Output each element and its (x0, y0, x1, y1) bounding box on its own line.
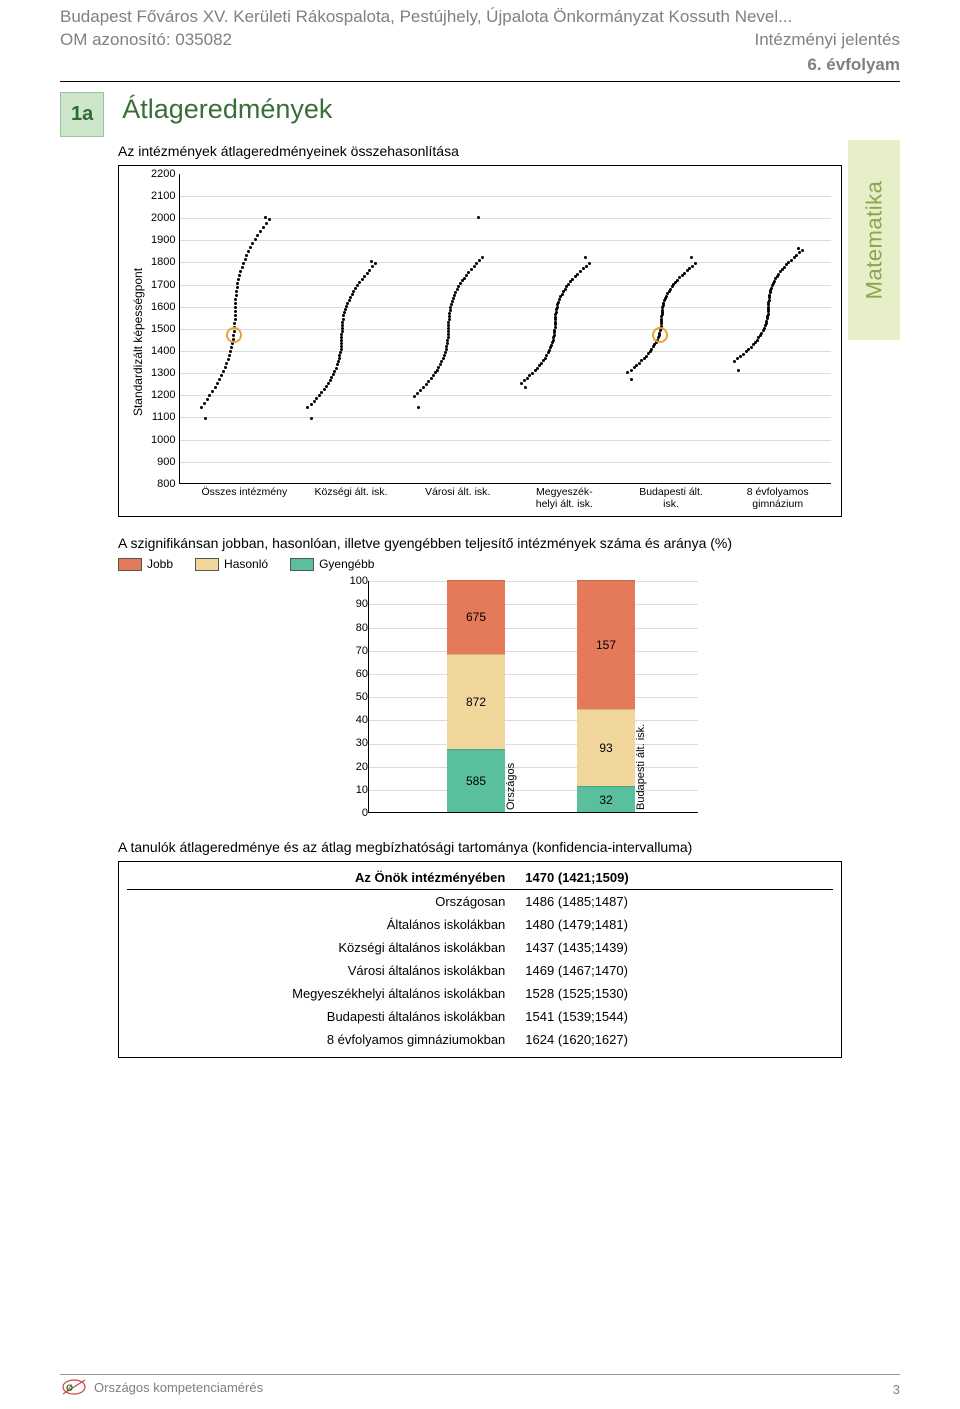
table-row: Városi általános iskolákban1469 (1467;14… (127, 959, 833, 982)
legend-item: Jobb (118, 557, 173, 571)
section-title: Átlageredmények (122, 94, 332, 125)
scatter-frame: Standardizált képességpont 8009001000110… (118, 165, 842, 517)
stacked-frame: 0102030405060708090100 585872675Országos… (118, 581, 900, 813)
scatter-ylabel: Standardizált képességpont (129, 174, 147, 510)
legend-item: Hasonló (195, 557, 268, 571)
bar-segment: 32 (577, 786, 635, 812)
scatter-xaxis-label: Összes intézmény (191, 486, 298, 510)
scatter-xaxis: Összes intézményKözségi ált. isk.Városi … (191, 486, 831, 510)
table-row: Általános iskolákban1480 (1479;1481) (127, 913, 833, 936)
stacked-xaxis-label: Országos (505, 763, 517, 810)
stacked-bar: 3293157 (577, 580, 635, 812)
table-frame: Az Önök intézményében1470 (1421;1509)Ors… (118, 861, 842, 1058)
header-grade: 6. évfolyam (60, 54, 900, 77)
results-table: Az Önök intézményében1470 (1421;1509)Ors… (127, 868, 833, 1051)
footer-left-text: Országos kompetenciamérés (94, 1380, 263, 1395)
page-header: Budapest Főváros XV. Kerületi Rákospalot… (60, 6, 900, 77)
scatter-xaxis-label: 8 évfolyamosgimnázium (724, 486, 831, 510)
header-report: Intézményi jelentés (754, 29, 900, 52)
table-header-row: Az Önök intézményében1470 (1421;1509) (127, 868, 833, 890)
table-row: Budapesti általános iskolákban1541 (1539… (127, 1005, 833, 1028)
bar-segment: 157 (577, 580, 635, 709)
stacked-subtitle: A szignifikánsan jobban, hasonlóan, ille… (118, 535, 900, 551)
footer-logo-icon: Ø (60, 1377, 88, 1397)
table-subtitle: A tanulók átlageredménye és az átlag meg… (118, 839, 900, 855)
header-line1: Budapest Főváros XV. Kerületi Rákospalot… (60, 6, 900, 29)
table-row: Községi általános iskolákban1437 (1435;1… (127, 936, 833, 959)
footer-page-number: 3 (893, 1382, 900, 1397)
section-badge: 1a (60, 92, 104, 137)
stacked-xaxis-label: Budapesti ált. isk. (635, 724, 647, 810)
scatter-yaxis: 8009001000110012001300140015001600170018… (151, 174, 179, 484)
table-row: Országosan1486 (1485;1487) (127, 890, 833, 914)
svg-text:Ø: Ø (66, 1383, 73, 1393)
table-row: 8 évfolyamos gimnáziumokban1624 (1620;16… (127, 1028, 833, 1051)
bar-segment: 675 (447, 580, 505, 654)
table-row: Megyeszékhelyi általános iskolákban1528 … (127, 982, 833, 1005)
scatter-xaxis-label: Községi ált. isk. (298, 486, 405, 510)
stacked-area: 585872675Országos3293157Budapesti ált. i… (368, 581, 698, 813)
bar-segment: 93 (577, 709, 635, 786)
highlight-ring (652, 327, 668, 343)
bar-segment: 872 (447, 654, 505, 749)
stacked-bar: 585872675 (447, 580, 505, 812)
header-rule (60, 81, 900, 82)
header-om: OM azonosító: 035082 (60, 29, 232, 52)
legend-item: Gyengébb (290, 557, 374, 571)
side-tab-label: Matematika (861, 181, 887, 300)
section-head: 1a Átlageredmények (60, 92, 900, 137)
stacked-yaxis: 0102030405060708090100 (340, 581, 368, 813)
scatter-xaxis-label: Budapesti ált.isk. (618, 486, 725, 510)
stacked-legend: Jobb Hasonló Gyengébb (118, 557, 900, 571)
scatter-xaxis-label: Megyeszék-helyi ált. isk. (511, 486, 618, 510)
bar-segment: 585 (447, 749, 505, 813)
scatter-xaxis-label: Városi ált. isk. (404, 486, 511, 510)
scatter-subtitle: Az intézmények átlageredményeinek összeh… (118, 143, 900, 159)
highlight-ring (226, 327, 242, 343)
scatter-area (179, 174, 831, 484)
side-tab: Matematika (848, 140, 900, 340)
page-footer: Ø Országos kompetenciamérés 3 (60, 1374, 900, 1397)
